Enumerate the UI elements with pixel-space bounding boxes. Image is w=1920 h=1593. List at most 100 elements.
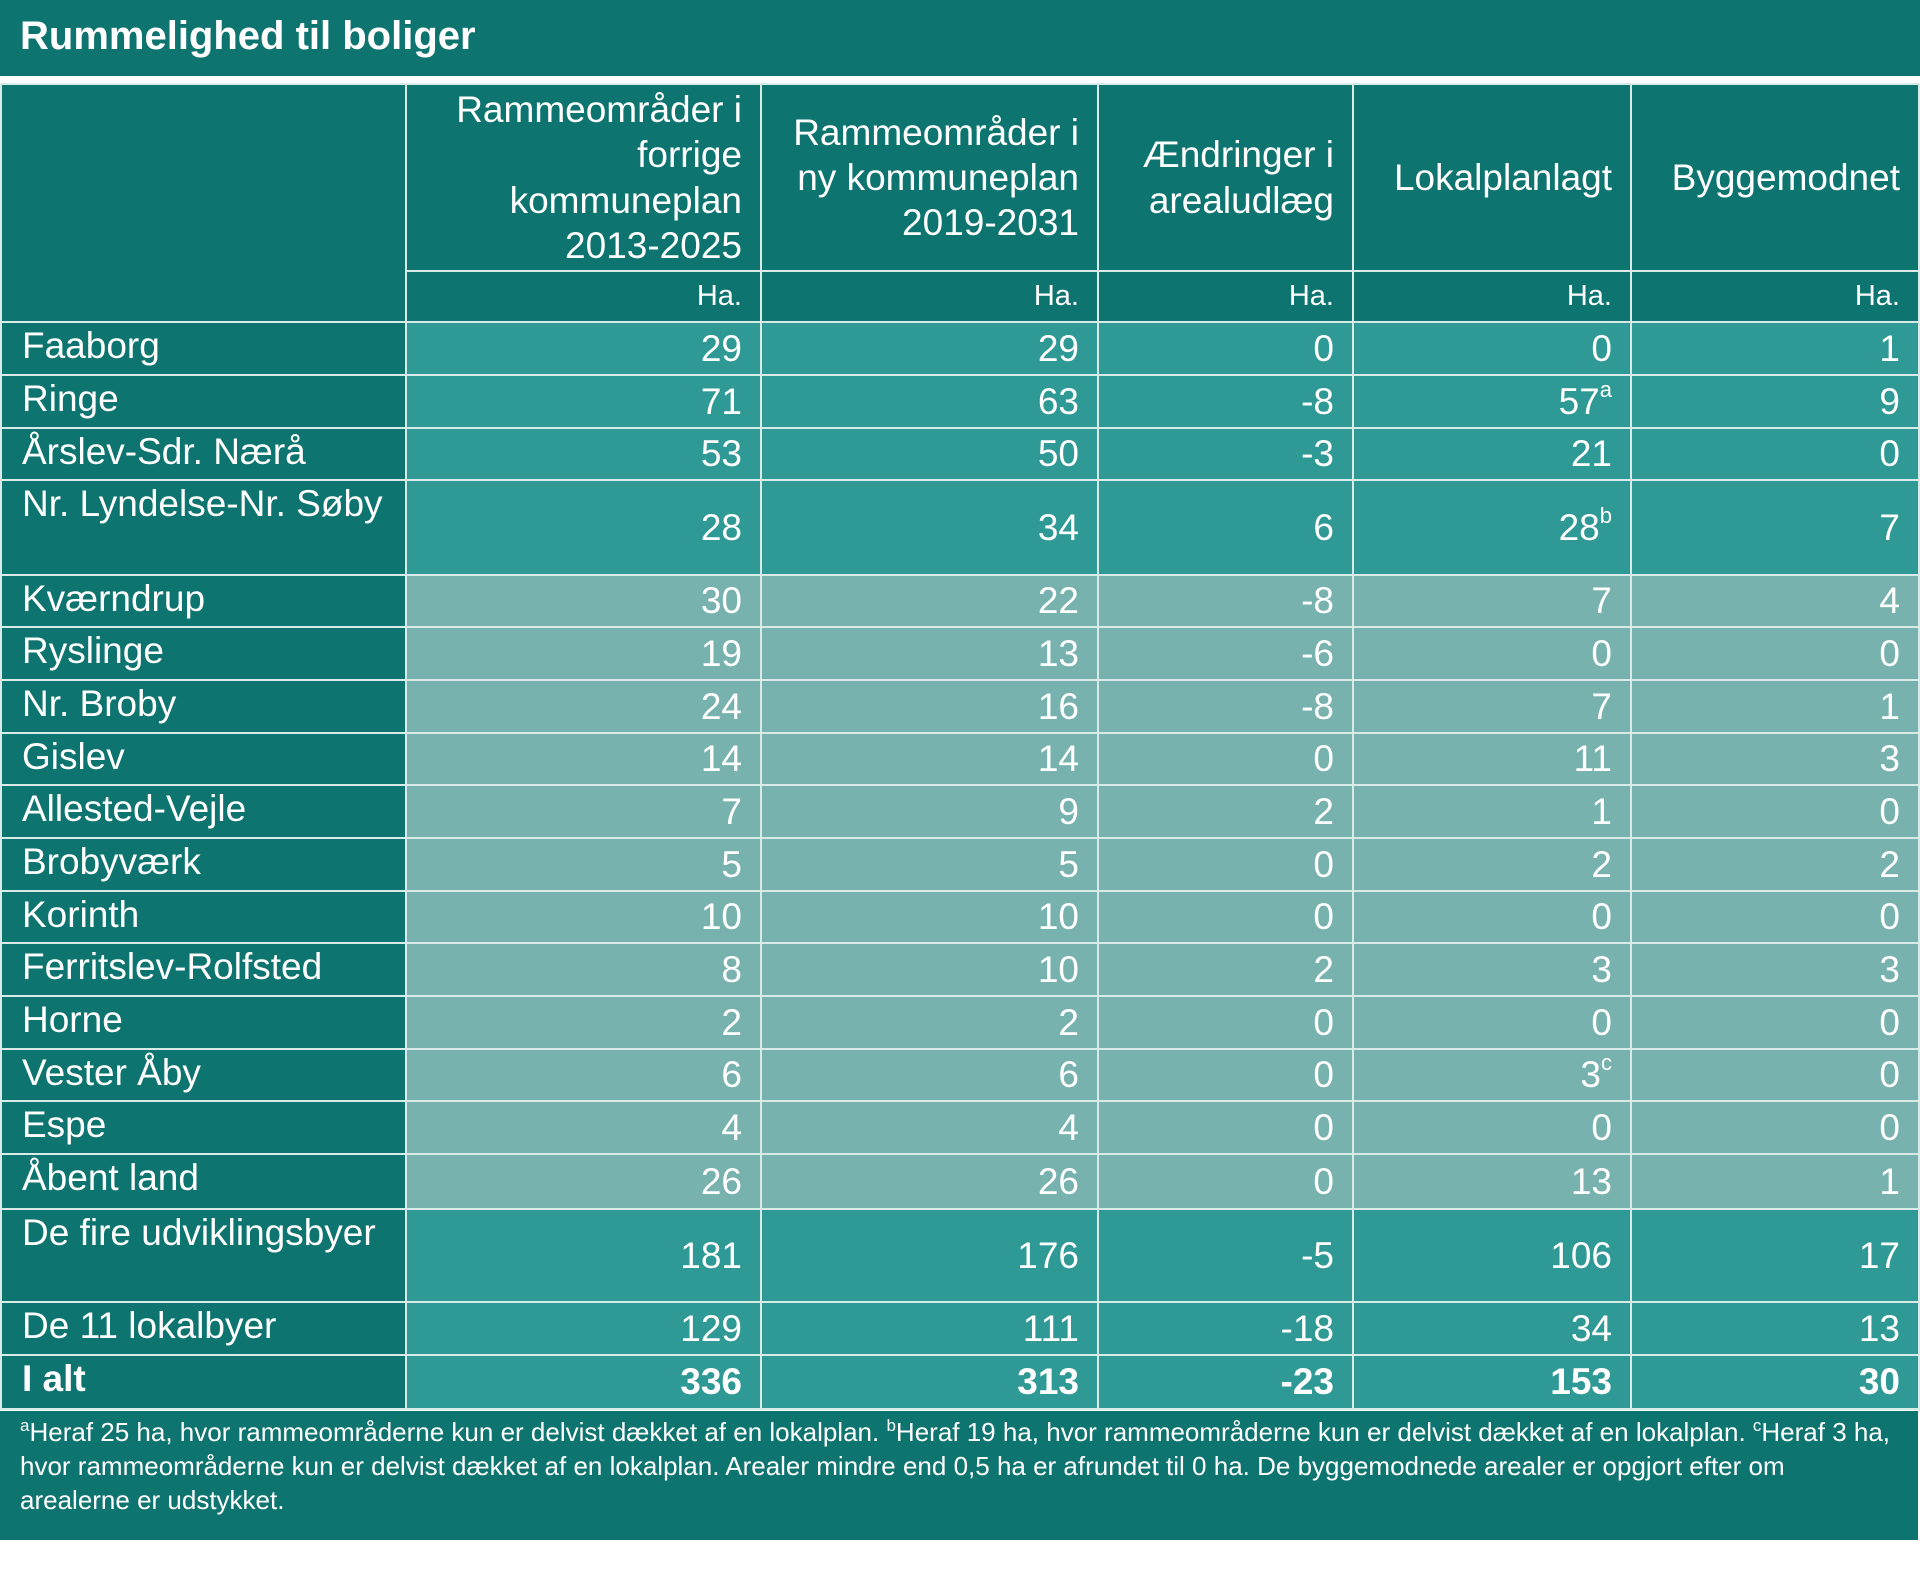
- row-label: Kværndrup: [0, 574, 407, 628]
- cell-value: 28: [700, 506, 742, 548]
- cell-value: 28: [1558, 506, 1600, 548]
- value-cell: 7: [405, 784, 762, 839]
- column-header: Rammeområder i forrige kommuneplan 2013-…: [405, 83, 762, 272]
- value-cell: -23: [1097, 1354, 1354, 1410]
- value-cell: 0: [1097, 732, 1354, 786]
- cell-value: 53: [700, 433, 742, 475]
- value-cell: 0: [1352, 1100, 1632, 1155]
- row-label: Vester Åby: [0, 1048, 407, 1102]
- value-cell: 11: [1352, 732, 1632, 786]
- cell-value: 14: [700, 738, 742, 780]
- cell-value: 1: [1879, 685, 1900, 727]
- cell-value: 2: [1313, 790, 1334, 832]
- table-title-bar: Rummelighed til boliger: [0, 0, 1920, 76]
- cell-value: 0: [1879, 1001, 1900, 1043]
- cell-value: 34: [1037, 506, 1079, 548]
- footnote-mark: a: [20, 1416, 30, 1435]
- row-label: Brobyværk: [0, 837, 407, 892]
- table-row: Kværndrup 30 22 -8 7 4: [0, 574, 1920, 628]
- table-row: Nr. Lyndelse-Nr. Søby 28 34 6 28b 7: [0, 479, 1920, 576]
- cell-value: 29: [1037, 327, 1079, 369]
- value-cell: 8: [405, 942, 762, 997]
- value-cell: 26: [405, 1153, 762, 1210]
- cell-value: 0: [1591, 327, 1612, 369]
- cell-value: 17: [1858, 1234, 1900, 1276]
- footnote: aHeraf 25 ha, hvor rammeområderne kun er…: [0, 1411, 1918, 1540]
- cell-value: 50: [1037, 433, 1079, 475]
- cell-value: -23: [1280, 1361, 1334, 1403]
- value-cell: 2: [405, 995, 762, 1050]
- row-label: Faaborg: [0, 321, 407, 376]
- table-row: Ryslinge 19 13 -6 0 0: [0, 626, 1920, 681]
- value-cell: 0: [1352, 626, 1632, 681]
- value-cell: 13: [1630, 1301, 1920, 1356]
- value-cell: 7: [1352, 679, 1632, 734]
- value-cell: 1: [1630, 321, 1920, 376]
- cell-value: 22: [1037, 580, 1079, 622]
- cell-value: 0: [1313, 1106, 1334, 1148]
- value-cell: 111: [760, 1301, 1099, 1356]
- value-cell: 3: [1630, 942, 1920, 997]
- cell-value: -6: [1301, 632, 1334, 674]
- value-cell: 17: [1630, 1208, 1920, 1303]
- value-cell: 0: [1630, 1048, 1920, 1102]
- value-cell: 2: [1352, 837, 1632, 892]
- table-row: Espe 4 4 0 0 0: [0, 1100, 1920, 1155]
- value-cell: -8: [1097, 574, 1354, 628]
- unit-label: Ha.: [760, 270, 1099, 323]
- cell-value: 13: [1037, 632, 1079, 674]
- value-cell: 1: [1630, 1153, 1920, 1210]
- value-cell: 2: [1097, 784, 1354, 839]
- footnote-ref: c: [1601, 1050, 1612, 1076]
- cell-value: 1: [1879, 327, 1900, 369]
- cell-value: 0: [1879, 790, 1900, 832]
- housing-capacity-table: Rammeområder i forrige kommuneplan 2013-…: [0, 83, 1920, 1410]
- column-header: Rammeområder i ny kommuneplan 2019-2031: [760, 83, 1099, 272]
- cell-value: 4: [1879, 580, 1900, 622]
- table-row: De fire udviklingsbyer 181 176 -5 106 17: [0, 1208, 1920, 1303]
- cell-value: 0: [1313, 738, 1334, 780]
- value-cell: 28: [405, 479, 762, 576]
- unit-label: Ha.: [1352, 270, 1632, 323]
- cell-value: -8: [1301, 380, 1334, 422]
- cell-value: -18: [1280, 1307, 1334, 1349]
- value-cell: 13: [760, 626, 1099, 681]
- value-cell: 3: [1630, 732, 1920, 786]
- value-cell: 9: [1630, 374, 1920, 429]
- value-cell: -3: [1097, 427, 1354, 481]
- table-row: Brobyværk 5 5 0 2 2: [0, 837, 1920, 892]
- value-cell: 6: [1097, 479, 1354, 576]
- value-cell: 0: [1097, 1100, 1354, 1155]
- cell-value: 8: [721, 948, 742, 990]
- value-cell: 14: [760, 732, 1099, 786]
- table-row: Ringe 71 63 -8 57a 9: [0, 374, 1920, 429]
- value-cell: 71: [405, 374, 762, 429]
- row-label: Espe: [0, 1100, 407, 1155]
- column-header: Ændringer i arealudlæg: [1097, 83, 1354, 272]
- cell-value: 6: [1313, 506, 1334, 548]
- table-row: I alt 336 313 -23 153 30: [0, 1354, 1920, 1410]
- value-cell: 0: [1097, 890, 1354, 944]
- value-cell: 30: [405, 574, 762, 628]
- value-cell: 0: [1097, 837, 1354, 892]
- value-cell: -18: [1097, 1301, 1354, 1356]
- unit-label: Ha.: [405, 270, 762, 323]
- table-row: Allested-Vejle 7 9 2 1 0: [0, 784, 1920, 839]
- row-label: Ringe: [0, 374, 407, 429]
- cell-value: 21: [1570, 433, 1612, 475]
- cell-value: 7: [1591, 580, 1612, 622]
- value-cell: 6: [405, 1048, 762, 1102]
- value-cell: 34: [1352, 1301, 1632, 1356]
- cell-value: 63: [1037, 380, 1079, 422]
- value-cell: 24: [405, 679, 762, 734]
- value-cell: 7: [1352, 574, 1632, 628]
- value-cell: 16: [760, 679, 1099, 734]
- cell-value: 4: [721, 1106, 742, 1148]
- cell-value: 10: [1037, 948, 1079, 990]
- footnote-text: Heraf 19 ha, hvor rammeområderne kun er …: [895, 1417, 1753, 1447]
- table-row: Vester Åby 6 6 0 3c 0: [0, 1048, 1920, 1102]
- value-cell: 106: [1352, 1208, 1632, 1303]
- value-cell: 14: [405, 732, 762, 786]
- value-cell: 336: [405, 1354, 762, 1410]
- unit-label: Ha.: [1630, 270, 1920, 323]
